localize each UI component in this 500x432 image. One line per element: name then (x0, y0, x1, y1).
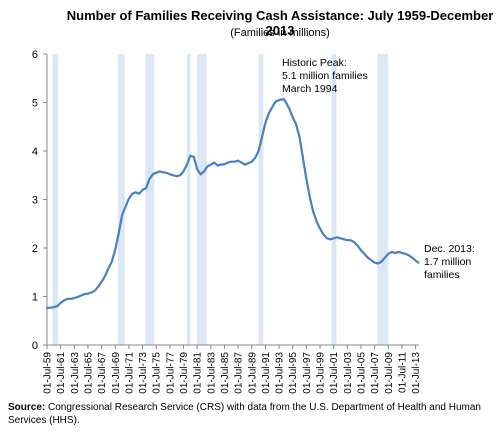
chart-title: Number of Families Receiving Cash Assist… (66, 8, 494, 38)
recession-band-6 (331, 54, 337, 345)
source-label: Source: (8, 402, 46, 413)
x-tick-label-7: 01-Jul-73 (138, 352, 149, 394)
x-tick-label-17: 01-Jul-93 (275, 352, 286, 394)
recession-band-5 (258, 54, 264, 345)
y-tick-label-2: 2 (32, 243, 38, 255)
source-text: Congressional Research Service (CRS) wit… (8, 402, 481, 426)
annotation-dec-line-2: 1.7 million (424, 256, 472, 268)
x-tick-label-11: 01-Jul-81 (193, 352, 204, 394)
series-line-families (45, 97, 420, 310)
x-tick-label-24: 01-Jul-07 (370, 352, 381, 394)
y-tick-label-5: 5 (32, 98, 38, 110)
y-tick-label-1: 1 (32, 292, 38, 304)
x-tick-label-14: 01-Jul-87 (234, 352, 245, 394)
annotation-dec-line-3: families (424, 269, 460, 281)
annotation-peak-line-3: March 1994 (282, 83, 338, 95)
x-tick-label-5: 01-Jul-69 (111, 352, 122, 394)
x-tick-label-21: 01-Jul-01 (329, 352, 340, 394)
recession-band-7 (377, 54, 389, 345)
x-tick-label-19: 01-Jul-97 (302, 352, 313, 394)
y-tick-label-0: 0 (32, 340, 38, 352)
x-tick-label-8: 01-Jul-75 (152, 352, 163, 394)
x-tick-label-15: 01-Jul-89 (247, 352, 258, 394)
x-tick-label-25: 01-Jul-09 (384, 352, 395, 394)
y-tick-label-3: 3 (32, 195, 38, 207)
source-note: Source: Congressional Research Service (… (8, 401, 494, 427)
x-tick-label-3: 01-Jul-65 (83, 352, 94, 394)
x-tick-label-6: 01-Jul-71 (124, 352, 135, 394)
x-tick-label-9: 01-Jul-77 (165, 352, 176, 394)
recession-band-3 (186, 54, 191, 345)
x-tick-label-23: 01-Jul-05 (356, 352, 367, 394)
recession-band-1 (117, 54, 125, 345)
annotation-historic-peak: Historic Peak: 5.1 million families Marc… (282, 57, 368, 96)
recession-band-2 (145, 54, 155, 345)
x-tick-label-4: 01-Jul-67 (97, 352, 108, 394)
annotation-dec-2013: Dec. 2013: 1.7 million families (424, 243, 475, 282)
x-tick-label-27: 01-Jul-13 (411, 352, 422, 394)
y-tick-label-4: 4 (32, 146, 38, 158)
annotation-peak-line-1: Historic Peak: (282, 57, 347, 69)
y-tick-label-6: 6 (32, 49, 38, 61)
chart-subtitle: (Families in millions) (230, 27, 330, 39)
x-tick-label-2: 01-Jul-63 (70, 352, 81, 394)
x-tick-label-12: 01-Jul-83 (206, 352, 217, 394)
x-tick-label-22: 01-Jul-03 (343, 352, 354, 394)
annotation-peak-line-2: 5.1 million families (282, 70, 368, 82)
recession-band-0 (52, 54, 58, 345)
x-tick-label-16: 01-Jul-91 (261, 352, 272, 394)
annotation-dec-line-1: Dec. 2013: (424, 243, 475, 255)
x-tick-label-18: 01-Jul-95 (288, 352, 299, 394)
x-tick-label-10: 01-Jul-79 (179, 352, 190, 394)
x-tick-label-20: 01-Jul-99 (316, 352, 327, 394)
recession-band-4 (197, 54, 207, 345)
x-tick-label-13: 01-Jul-85 (220, 352, 231, 394)
x-tick-label-0: 01-Jul-59 (43, 352, 54, 394)
x-tick-label-1: 01-Jul-61 (56, 352, 67, 394)
x-tick-label-26: 01-Jul-11 (397, 352, 408, 393)
